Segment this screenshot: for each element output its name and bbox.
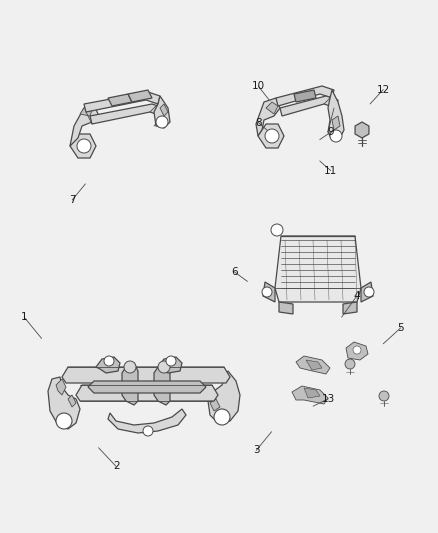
- Circle shape: [262, 287, 272, 297]
- Circle shape: [353, 346, 361, 354]
- Text: 9: 9: [327, 127, 334, 137]
- Polygon shape: [68, 395, 76, 407]
- Polygon shape: [128, 90, 152, 102]
- Text: 5: 5: [397, 323, 404, 333]
- Polygon shape: [276, 86, 334, 106]
- Polygon shape: [294, 90, 316, 102]
- Polygon shape: [158, 357, 182, 373]
- Text: 1: 1: [21, 312, 28, 322]
- Polygon shape: [280, 96, 338, 116]
- Polygon shape: [84, 92, 160, 112]
- Text: 10: 10: [252, 82, 265, 91]
- Polygon shape: [279, 302, 293, 314]
- Polygon shape: [48, 377, 80, 429]
- Polygon shape: [56, 379, 66, 395]
- Polygon shape: [154, 363, 170, 405]
- Polygon shape: [346, 342, 368, 360]
- Text: 13: 13: [322, 394, 335, 403]
- Circle shape: [77, 139, 91, 153]
- Polygon shape: [88, 381, 206, 393]
- Polygon shape: [275, 236, 361, 302]
- Polygon shape: [328, 90, 344, 140]
- Circle shape: [364, 287, 374, 297]
- Circle shape: [265, 129, 279, 143]
- Polygon shape: [76, 385, 218, 401]
- Polygon shape: [154, 96, 170, 128]
- Polygon shape: [361, 282, 373, 302]
- Polygon shape: [70, 134, 96, 158]
- Circle shape: [56, 413, 72, 429]
- Polygon shape: [70, 104, 98, 146]
- Polygon shape: [304, 388, 320, 398]
- Polygon shape: [296, 356, 330, 374]
- Polygon shape: [355, 122, 369, 138]
- Polygon shape: [306, 360, 322, 370]
- Polygon shape: [96, 357, 120, 373]
- Text: 3: 3: [253, 446, 260, 455]
- Polygon shape: [263, 282, 275, 302]
- Polygon shape: [343, 302, 357, 314]
- Polygon shape: [208, 371, 240, 423]
- Text: 12: 12: [377, 85, 390, 94]
- Circle shape: [104, 356, 114, 366]
- Circle shape: [345, 359, 355, 369]
- Circle shape: [214, 409, 230, 425]
- Polygon shape: [108, 409, 186, 433]
- Text: 4: 4: [353, 291, 360, 301]
- Polygon shape: [210, 399, 220, 411]
- Circle shape: [166, 356, 176, 366]
- Text: 2: 2: [113, 462, 120, 471]
- Polygon shape: [108, 94, 132, 106]
- Polygon shape: [292, 386, 328, 404]
- Polygon shape: [266, 102, 278, 114]
- Polygon shape: [258, 124, 284, 148]
- Circle shape: [158, 361, 170, 373]
- Polygon shape: [332, 116, 340, 130]
- Polygon shape: [90, 104, 164, 124]
- Circle shape: [143, 426, 153, 436]
- Circle shape: [124, 361, 136, 373]
- Polygon shape: [62, 367, 230, 383]
- Text: 8: 8: [255, 118, 262, 127]
- Polygon shape: [256, 98, 280, 136]
- Polygon shape: [122, 363, 138, 405]
- Polygon shape: [80, 108, 92, 116]
- Text: 7: 7: [69, 195, 76, 205]
- Text: 6: 6: [231, 267, 238, 277]
- Circle shape: [156, 116, 168, 128]
- Circle shape: [271, 224, 283, 236]
- Polygon shape: [160, 104, 168, 116]
- Circle shape: [330, 130, 342, 142]
- Text: 11: 11: [324, 166, 337, 175]
- Circle shape: [379, 391, 389, 401]
